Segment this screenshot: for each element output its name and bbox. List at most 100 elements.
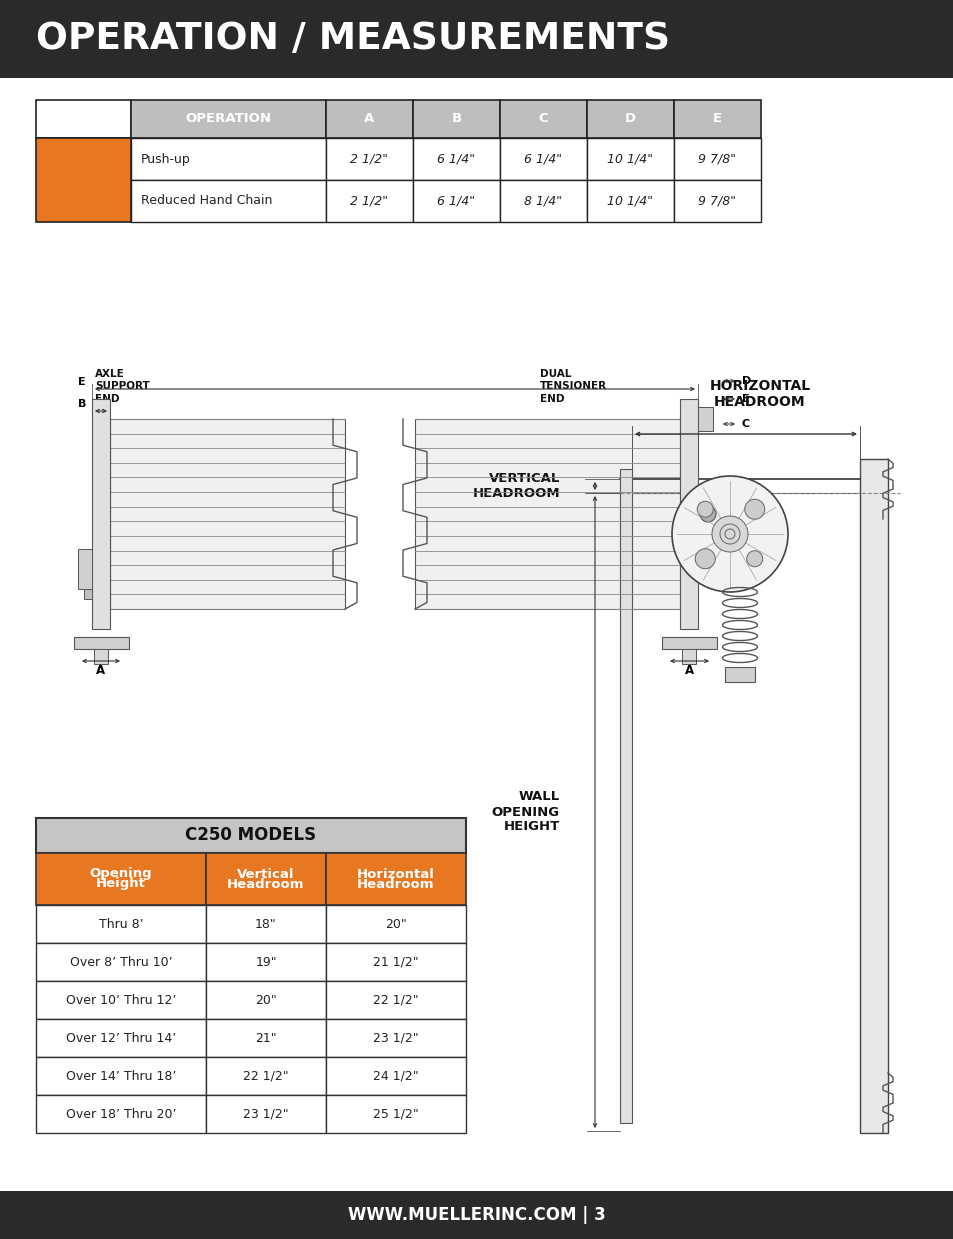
Bar [206,943,326,981]
Text: B: B [77,399,86,409]
Text: 6 1/4": 6 1/4" [524,152,562,166]
Text: Over 12’ Thru 14’: Over 12’ Thru 14’ [66,1032,176,1044]
Text: C: C [538,113,548,125]
Bar [415,419,679,610]
Bar [36,1018,206,1057]
Text: 10 1/4": 10 1/4" [607,152,653,166]
Bar [499,180,586,222]
Bar [499,138,586,180]
Circle shape [720,524,740,544]
Bar [326,852,465,904]
Bar [619,470,631,1123]
Bar [724,667,754,681]
Bar [326,100,413,138]
Bar [131,180,326,222]
Bar [84,589,91,598]
Bar [586,138,673,180]
Bar [413,138,499,180]
Bar [91,399,110,629]
Bar [679,399,698,629]
Text: 9 7/8": 9 7/8" [698,152,736,166]
Text: C250 MODELS: C250 MODELS [185,826,316,845]
Bar [131,100,326,138]
Text: HORIZONTAL
HEADROOM: HORIZONTAL HEADROOM [709,379,810,409]
Bar [206,852,326,904]
Bar [36,1095,206,1132]
Text: Over 18’ Thru 20’: Over 18’ Thru 20’ [66,1108,176,1120]
Text: Over 14’ Thru 18’: Over 14’ Thru 18’ [66,1069,176,1083]
Circle shape [711,515,747,553]
Text: WWW.MUELLERINC.COM | 3: WWW.MUELLERINC.COM | 3 [348,1206,605,1224]
Bar [586,180,673,222]
Text: Opening: Opening [90,867,152,881]
Text: E: E [741,394,749,404]
Circle shape [700,506,716,522]
Text: Vertical: Vertical [237,867,294,881]
Bar [413,100,499,138]
Bar [36,1057,206,1095]
Text: Push-up: Push-up [141,152,191,166]
Bar [74,637,129,649]
Bar [206,904,326,943]
Text: E: E [712,113,721,125]
Text: 24 1/2": 24 1/2" [373,1069,418,1083]
Text: 6 1/4": 6 1/4" [437,195,475,207]
Text: Over 10’ Thru 12’: Over 10’ Thru 12’ [66,994,176,1006]
Text: Height: Height [96,877,146,891]
Text: 23 1/2": 23 1/2" [373,1032,418,1044]
Text: 25 1/2": 25 1/2" [373,1108,418,1120]
Text: 20": 20" [254,994,276,1006]
Bar [36,138,131,222]
Text: A: A [684,664,694,676]
Bar [36,943,206,981]
Bar [36,852,206,904]
Bar [36,818,465,852]
Text: 22 1/2": 22 1/2" [373,994,418,1006]
Text: DUAL
TENSIONER
END: DUAL TENSIONER END [539,369,606,404]
Text: Headroom: Headroom [227,877,304,891]
Text: 2 1/2": 2 1/2" [350,152,388,166]
Bar [94,649,108,664]
Bar [206,1057,326,1095]
Bar [673,180,760,222]
Bar [326,180,413,222]
Text: VERTICAL
HEADROOM: VERTICAL HEADROOM [472,472,559,501]
Text: 23 1/2": 23 1/2" [243,1108,289,1120]
Bar [0,1191,953,1239]
Circle shape [671,476,787,592]
Bar [326,904,465,943]
Circle shape [695,549,715,569]
Text: 10 1/4": 10 1/4" [607,195,653,207]
Bar [413,180,499,222]
Circle shape [697,502,713,517]
Circle shape [744,499,764,519]
Bar [673,100,760,138]
Text: D: D [624,113,636,125]
Text: 6 1/4": 6 1/4" [437,152,475,166]
Text: Thru 8’: Thru 8’ [98,918,143,930]
Bar [326,1018,465,1057]
Text: OPERATION / MEASUREMENTS: OPERATION / MEASUREMENTS [36,21,669,57]
Text: OPERATION: OPERATION [185,113,272,125]
Bar [36,981,206,1018]
Bar [326,138,413,180]
Bar [206,1018,326,1057]
Bar [673,138,760,180]
Text: 8 1/4": 8 1/4" [524,195,562,207]
Bar [698,406,712,431]
Bar [326,981,465,1018]
Text: 21 1/2": 21 1/2" [373,955,418,969]
Bar [36,904,206,943]
Bar [326,1057,465,1095]
Bar [326,943,465,981]
Bar [661,637,717,649]
Text: 22 1/2": 22 1/2" [243,1069,289,1083]
Text: AXLE
SUPPORT
END: AXLE SUPPORT END [95,369,150,404]
Bar [499,100,586,138]
Text: 9 7/8": 9 7/8" [698,195,736,207]
Text: C250: C250 [58,171,109,190]
Text: 18": 18" [254,918,276,930]
Text: E: E [78,377,86,387]
Text: 21": 21" [254,1032,276,1044]
Text: Reduced Hand Chain: Reduced Hand Chain [141,195,273,207]
